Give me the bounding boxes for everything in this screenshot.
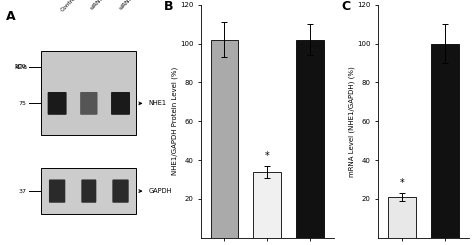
FancyBboxPatch shape <box>47 92 66 115</box>
Text: 37: 37 <box>18 189 26 194</box>
Text: 75: 75 <box>18 101 26 106</box>
Text: *: * <box>265 151 270 161</box>
Text: *: * <box>400 178 404 188</box>
Bar <box>41 168 137 214</box>
Bar <box>41 51 137 135</box>
Bar <box>431 44 459 238</box>
Text: siRNA$_{NHE1}$: siRNA$_{NHE1}$ <box>88 0 115 13</box>
Text: C: C <box>341 0 351 13</box>
Bar <box>296 40 324 238</box>
FancyBboxPatch shape <box>112 179 129 203</box>
Text: GAPDH: GAPDH <box>148 188 172 194</box>
Text: NHE1: NHE1 <box>148 100 166 106</box>
Text: kDa: kDa <box>15 64 27 70</box>
Bar <box>210 40 238 238</box>
Text: 100: 100 <box>14 64 26 69</box>
Text: B: B <box>164 0 173 13</box>
Text: siRNA$_{SCR}$: siRNA$_{SCR}$ <box>117 0 142 13</box>
Y-axis label: NHE1/GAPDH Protein Level (%): NHE1/GAPDH Protein Level (%) <box>172 67 178 175</box>
FancyBboxPatch shape <box>82 179 96 203</box>
Text: A: A <box>6 10 16 23</box>
Text: Control: Control <box>60 0 79 13</box>
FancyBboxPatch shape <box>80 92 98 115</box>
FancyBboxPatch shape <box>111 92 130 115</box>
Bar <box>388 197 416 238</box>
Y-axis label: mRNA Level (NHE1/GAPDH) (%): mRNA Level (NHE1/GAPDH) (%) <box>349 66 356 177</box>
Bar <box>254 172 282 238</box>
FancyBboxPatch shape <box>49 179 65 203</box>
